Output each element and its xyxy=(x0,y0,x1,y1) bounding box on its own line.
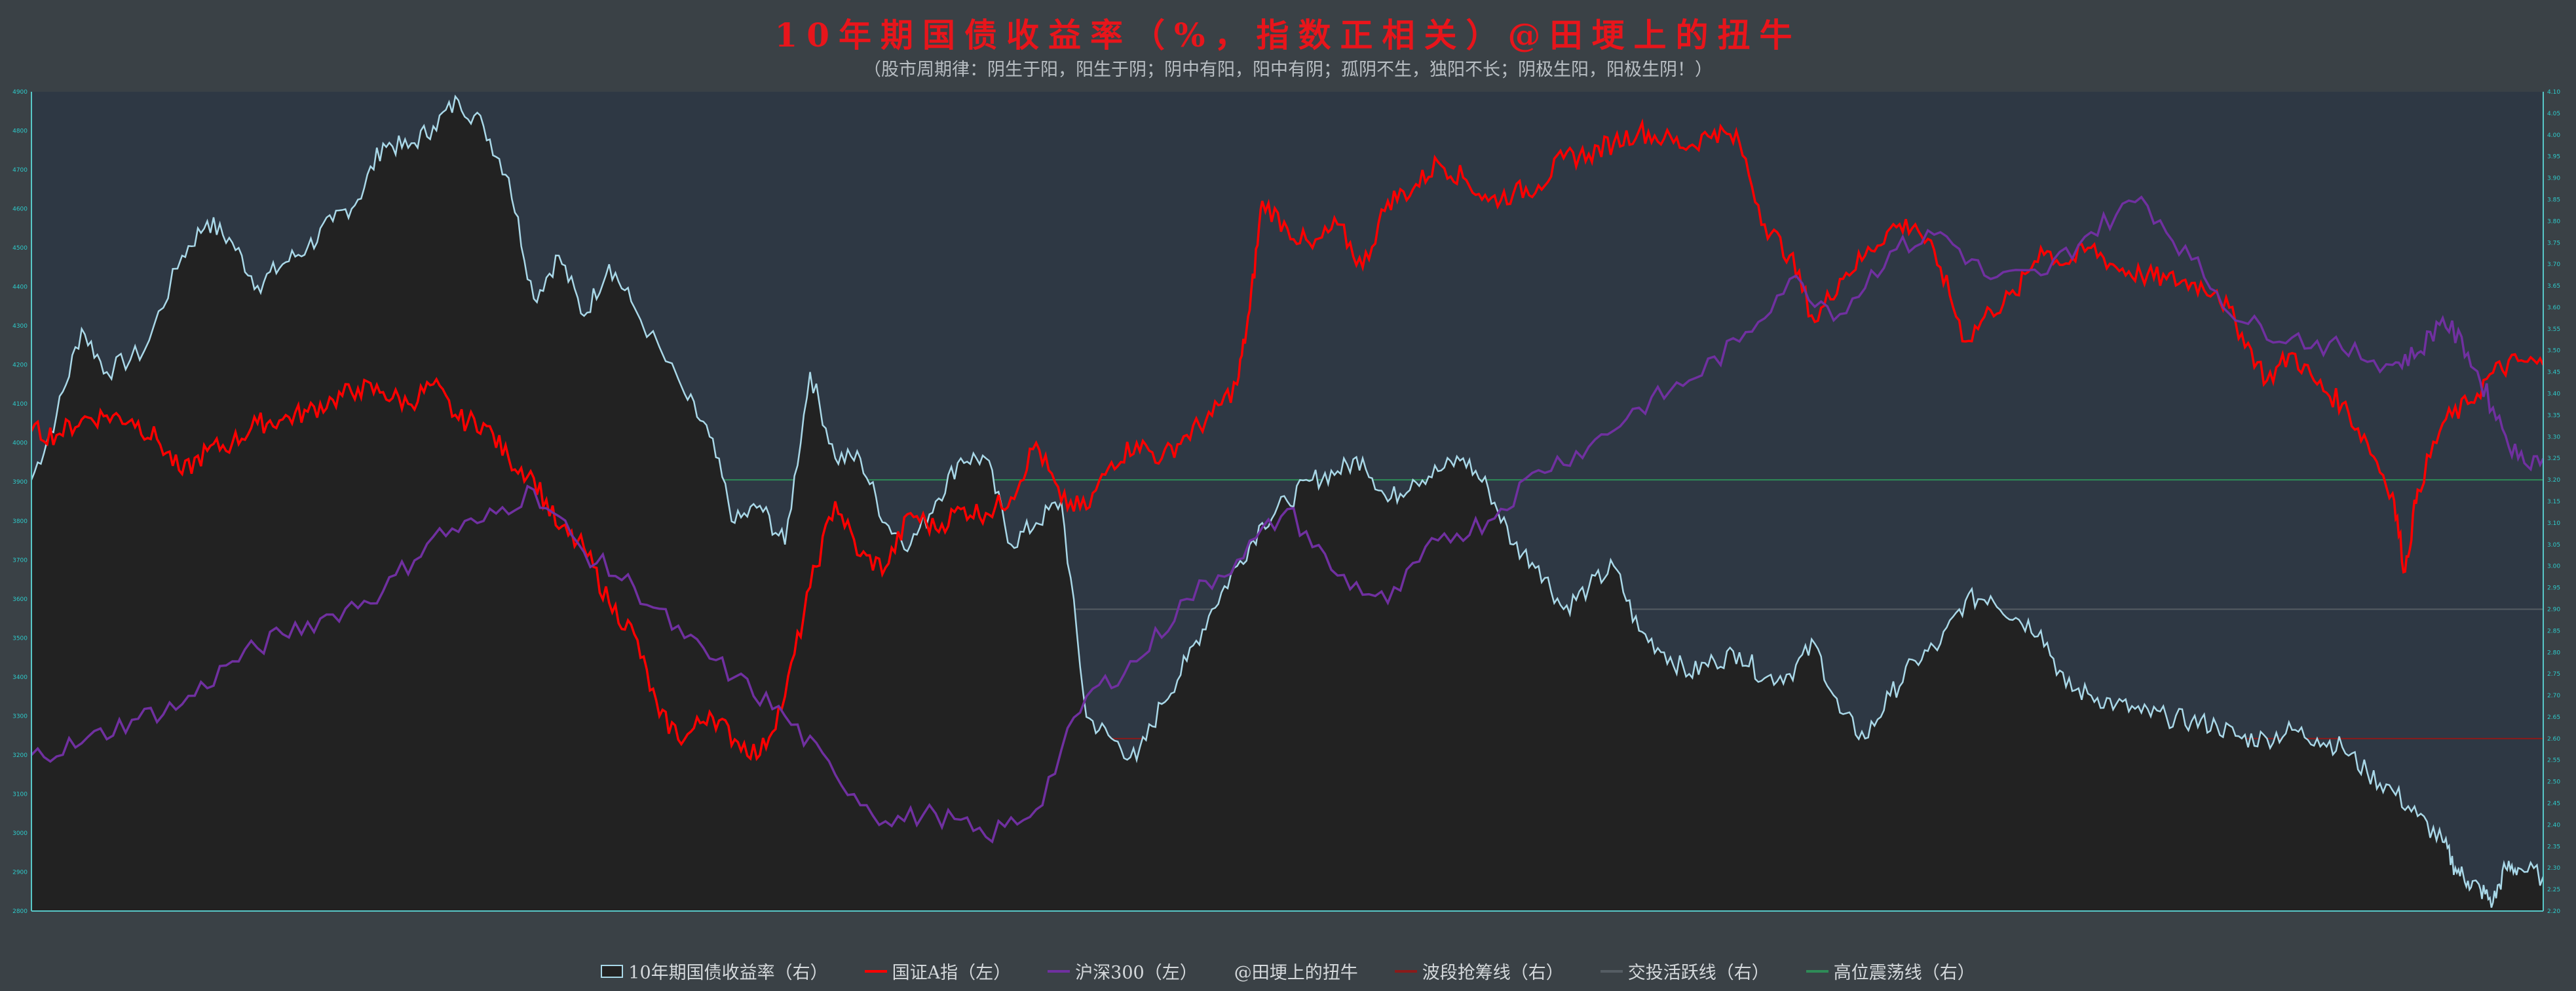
chart-title: 10年期国债收益率（%，指数正相关）@田埂上的扭牛 xyxy=(774,16,1802,54)
left-tick-label: 4500 xyxy=(12,245,28,252)
legend-label: 高位震荡线（右） xyxy=(1833,963,1975,983)
legend-item: 国证A指（左） xyxy=(864,958,1012,984)
left-tick-label: 3300 xyxy=(12,713,28,720)
right-tick-label: 3.65 xyxy=(2547,283,2560,290)
left-tick-label: 4000 xyxy=(12,440,28,447)
right-tick-label: 2.90 xyxy=(2547,606,2560,613)
legend-swatch xyxy=(1394,969,1417,973)
legend-swatch xyxy=(1806,969,1828,973)
right-tick-label: 3.55 xyxy=(2547,326,2560,333)
legend-swatch xyxy=(1048,969,1070,973)
right-tick-label: 3.80 xyxy=(2547,218,2560,225)
right-tick-label: 2.30 xyxy=(2547,865,2560,872)
left-tick-label: 3100 xyxy=(12,791,28,798)
left-tick-label: 4200 xyxy=(12,362,28,369)
right-tick-label: 3.95 xyxy=(2547,154,2560,161)
right-tick-label: 3.30 xyxy=(2547,434,2560,440)
right-tick-label: 2.20 xyxy=(2547,908,2560,915)
left-tick-label: 4800 xyxy=(12,128,28,135)
legend-item: 交投活跃线（右） xyxy=(1600,958,1770,984)
legend-swatch xyxy=(601,964,624,978)
right-tick-label: 3.50 xyxy=(2547,348,2560,355)
legend-label: 波段抢筹线（右） xyxy=(1422,963,1564,983)
right-tick-label: 3.75 xyxy=(2547,240,2560,246)
left-tick-label: 3800 xyxy=(12,518,28,525)
left-tick-label: 4100 xyxy=(12,401,28,408)
left-tick-label: 3400 xyxy=(12,674,28,681)
right-tick-label: 4.00 xyxy=(2547,132,2560,139)
right-tick-label: 3.05 xyxy=(2547,542,2560,549)
left-tick-label: 4400 xyxy=(12,284,28,291)
right-tick-label: 3.90 xyxy=(2547,176,2560,182)
legend-label: 国证A指（左） xyxy=(892,963,1012,983)
series-line-bond xyxy=(30,94,2545,908)
right-tick-label: 2.65 xyxy=(2547,714,2560,721)
legend-item: 波段抢筹线（右） xyxy=(1394,958,1564,984)
left-tick-label: 3000 xyxy=(12,830,28,837)
chart-legend: 10年期国债收益率（右） 国证A指（左） 沪深300（左） @田埂上的扭牛 波段抢筹线（… xyxy=(0,958,2576,984)
left-tick-label: 3700 xyxy=(12,557,28,564)
right-tick-label: 3.25 xyxy=(2547,456,2560,462)
right-tick-label: 2.95 xyxy=(2547,585,2560,592)
left-tick-label: 2900 xyxy=(12,869,28,876)
right-tick-label: 2.70 xyxy=(2547,693,2560,699)
legend-label: 沪深300（左） xyxy=(1075,963,1198,983)
legend-swatch xyxy=(864,969,887,973)
right-tick-label: 2.45 xyxy=(2547,801,2560,807)
series-area-bond xyxy=(31,96,2543,912)
right-tick-label: 2.85 xyxy=(2547,628,2560,634)
right-tick-label: 2.60 xyxy=(2547,736,2560,743)
left-tick-label: 4700 xyxy=(12,167,28,174)
right-tick-label: 3.85 xyxy=(2547,197,2560,203)
right-tick-label: 3.60 xyxy=(2547,305,2560,311)
right-tick-label: 2.40 xyxy=(2547,822,2560,828)
right-tick-label: 2.35 xyxy=(2547,844,2560,850)
right-tick-label: 3.10 xyxy=(2547,520,2560,527)
legend-item: 10年期国债收益率（右） xyxy=(601,958,828,984)
right-tick-label: 3.70 xyxy=(2547,262,2560,268)
legend-label: 10年期国债收益率（右） xyxy=(628,963,828,983)
legend-item: 高位震荡线（右） xyxy=(1806,958,1975,984)
series-line-hs300 xyxy=(30,195,2545,844)
right-tick-label: 3.00 xyxy=(2547,564,2560,570)
legend-swatch xyxy=(1600,969,1623,973)
right-tick-label: 4.10 xyxy=(2547,89,2560,96)
series-line-index-a xyxy=(30,118,2545,762)
legend-label: @田埂上的扭牛 xyxy=(1234,963,1358,983)
legend-item: 沪深300（左） xyxy=(1048,958,1198,984)
left-tick-label: 2800 xyxy=(12,908,28,915)
right-tick-label: 3.20 xyxy=(2547,477,2560,484)
left-tick-label: 3900 xyxy=(12,479,28,486)
right-tick-label: 4.05 xyxy=(2547,111,2560,117)
right-tick-label: 3.40 xyxy=(2547,391,2560,398)
left-tick-label: 3600 xyxy=(12,596,28,603)
left-tick-label: 3200 xyxy=(12,752,28,759)
left-tick-label: 4900 xyxy=(12,89,28,96)
legend-item: @田埂上的扭牛 xyxy=(1234,958,1358,984)
right-tick-label: 2.75 xyxy=(2547,671,2560,678)
chart-subtitle: （股市周期律：阴生于阳，阳生于阴；阴中有阳，阳中有阴；孤阴不生，独阳不长；阴极生… xyxy=(863,60,1713,80)
left-tick-label: 3500 xyxy=(12,635,28,642)
right-tick-label: 2.25 xyxy=(2547,887,2560,893)
left-tick-label: 4600 xyxy=(12,206,28,213)
right-tick-label: 3.35 xyxy=(2547,412,2560,419)
legend-label: 交投活跃线（右） xyxy=(1627,963,1770,983)
right-tick-label: 3.45 xyxy=(2547,370,2560,376)
right-tick-label: 2.80 xyxy=(2547,650,2560,656)
right-tick-label: 3.15 xyxy=(2547,499,2560,505)
left-tick-label: 4300 xyxy=(12,323,28,330)
right-tick-label: 2.50 xyxy=(2547,779,2560,786)
right-tick-label: 2.55 xyxy=(2547,758,2560,764)
